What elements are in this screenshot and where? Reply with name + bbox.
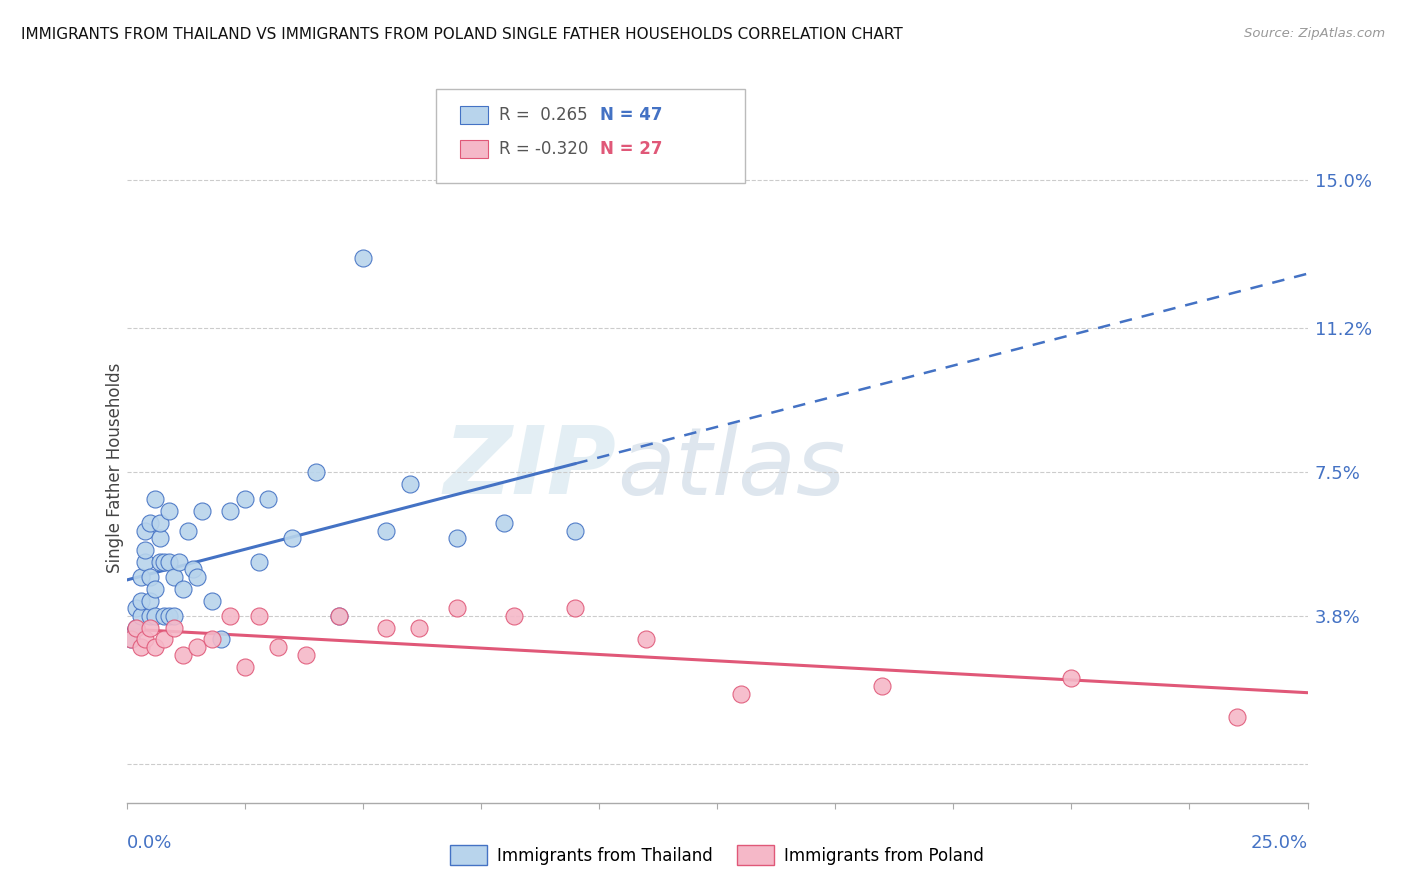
Text: N = 47: N = 47 [600,106,662,124]
Point [247,555,270,569]
Point [167,555,190,569]
Point [153,555,176,569]
Point [139,516,162,530]
Point [134,524,156,538]
Point [399,476,422,491]
Text: atlas: atlas [617,423,845,514]
Point [143,609,166,624]
Point [1226,710,1249,724]
Point [257,492,280,507]
Point [120,632,142,647]
Point [143,640,166,655]
Point [872,679,894,693]
Point [172,648,194,662]
Point [143,582,166,596]
Text: 0.0%: 0.0% [127,834,172,852]
Point [149,516,172,530]
Point [328,609,350,624]
Point [247,609,270,624]
Point [352,252,374,266]
Point [267,640,290,655]
Point [304,465,326,479]
Point [120,632,142,647]
Point [163,621,186,635]
Point [125,621,148,635]
Point [281,531,304,545]
Point [209,632,232,647]
Text: IMMIGRANTS FROM THAILAND VS IMMIGRANTS FROM POLAND SINGLE FATHER HOUSEHOLDS CORR: IMMIGRANTS FROM THAILAND VS IMMIGRANTS F… [21,27,903,42]
Point [143,492,166,507]
Text: R = -0.320: R = -0.320 [499,140,589,158]
Point [149,531,172,545]
Point [139,570,162,584]
Point [177,524,200,538]
Text: ZIP: ZIP [444,422,617,515]
Point [200,632,222,647]
Point [564,601,586,615]
Point [233,659,256,673]
Point [375,621,398,635]
Point [730,687,752,701]
Point [129,640,152,655]
Point [494,516,516,530]
Point [129,570,152,584]
Point [157,555,180,569]
Point [219,504,242,518]
Point [200,593,222,607]
Point [134,543,156,558]
Point [564,524,586,538]
Point [139,609,162,624]
Text: N = 27: N = 27 [600,140,662,158]
Point [408,621,430,635]
Point [503,609,526,624]
Point [129,609,152,624]
Point [163,570,186,584]
Point [328,609,350,624]
Point [163,609,186,624]
Point [233,492,256,507]
Point [186,570,208,584]
Point [157,504,180,518]
Point [125,601,148,615]
Point [446,531,468,545]
Point [375,524,398,538]
Text: 25.0%: 25.0% [1250,834,1308,852]
Text: R =  0.265: R = 0.265 [499,106,588,124]
Text: Source: ZipAtlas.com: Source: ZipAtlas.com [1244,27,1385,40]
Point [153,632,176,647]
Point [139,621,162,635]
Point [636,632,658,647]
Legend: Immigrants from Thailand, Immigrants from Poland: Immigrants from Thailand, Immigrants fro… [443,838,991,871]
Point [134,632,156,647]
Point [186,640,208,655]
Point [172,582,194,596]
Point [134,555,156,569]
Point [129,593,152,607]
Point [191,504,214,518]
Point [153,609,176,624]
Point [139,593,162,607]
Point [446,601,468,615]
Point [181,562,204,576]
Point [125,621,148,635]
Point [1060,671,1083,685]
Point [149,555,172,569]
Point [157,609,180,624]
Point [295,648,318,662]
Point [219,609,242,624]
Y-axis label: Single Father Households: Single Father Households [107,363,124,574]
